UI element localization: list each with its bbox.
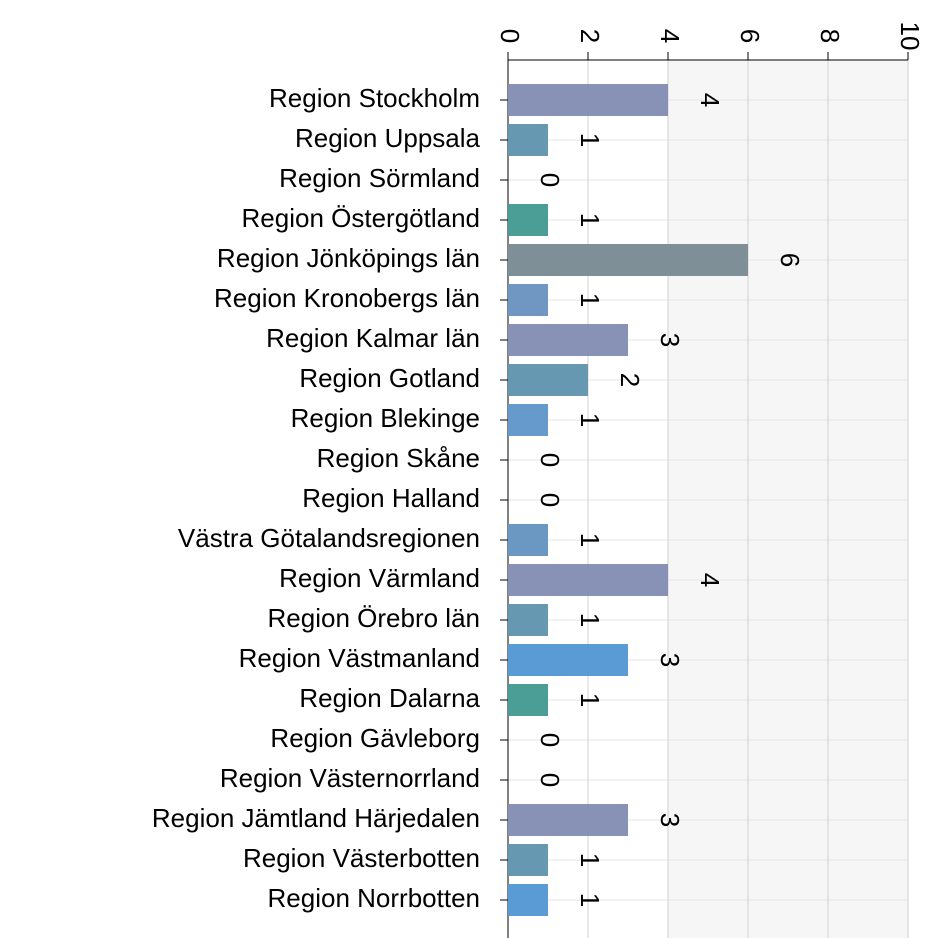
value-label: 1 (575, 693, 605, 707)
value-label: 3 (655, 813, 685, 827)
value-label: 0 (535, 453, 565, 467)
bar (508, 284, 548, 316)
y-tick-label: Region Östergötland (242, 203, 480, 233)
bar (508, 804, 628, 836)
y-tick-label: Region Västerbotten (243, 843, 480, 873)
x-tick-label: 0 (495, 29, 525, 43)
value-label: 1 (575, 133, 605, 147)
x-tick-label: 8 (815, 29, 845, 43)
y-tick-label: Region Stockholm (269, 83, 480, 113)
y-tick-label: Region Gävleborg (270, 723, 480, 753)
bar (508, 204, 548, 236)
value-label: 2 (615, 373, 645, 387)
value-label: 6 (775, 253, 805, 267)
y-tick-label: Region Jämtland Härjedalen (152, 803, 480, 833)
bar (508, 604, 548, 636)
y-tick-label: Region Västmanland (239, 643, 480, 673)
value-label: 0 (535, 733, 565, 747)
bar (508, 364, 588, 396)
y-tick-label: Region Dalarna (299, 683, 480, 713)
value-label: 0 (535, 773, 565, 787)
y-tick-label: Västra Götalandsregionen (178, 523, 480, 553)
value-label: 1 (575, 533, 605, 547)
y-tick-label: Region Kalmar län (266, 323, 480, 353)
y-tick-label: Region Skåne (317, 443, 480, 473)
y-tick-label: Region Blekinge (291, 403, 480, 433)
y-tick-label: Region Värmland (279, 563, 480, 593)
y-tick-label: Region Kronobergs län (214, 283, 480, 313)
value-label: 1 (575, 413, 605, 427)
value-label: 1 (575, 893, 605, 907)
bar (508, 124, 548, 156)
value-label: 1 (575, 853, 605, 867)
y-tick-label: Region Halland (302, 483, 480, 513)
value-label: 4 (695, 573, 725, 587)
bar (508, 324, 628, 356)
x-tick-label: 2 (575, 29, 605, 43)
bar (508, 524, 548, 556)
bar (508, 644, 628, 676)
value-label: 3 (655, 653, 685, 667)
value-label: 1 (575, 213, 605, 227)
y-tick-label: Region Västernorrland (220, 763, 480, 793)
y-tick-label: Region Örebro län (268, 603, 480, 633)
bar (508, 404, 548, 436)
value-label: 1 (575, 613, 605, 627)
bar (508, 884, 548, 916)
value-label: 0 (535, 173, 565, 187)
y-tick-label: Region Jönköpings län (217, 243, 480, 273)
value-label: 1 (575, 293, 605, 307)
value-label: 3 (655, 333, 685, 347)
y-tick-label: Region Sörmland (279, 163, 480, 193)
bar (508, 564, 668, 596)
plot-shade (668, 60, 908, 938)
y-tick-label: Region Gotland (299, 363, 480, 393)
y-tick-label: Region Uppsala (295, 123, 481, 153)
x-tick-label: 10 (895, 22, 925, 51)
bar (508, 684, 548, 716)
bar (508, 84, 668, 116)
bar (508, 844, 548, 876)
value-label: 4 (695, 93, 725, 107)
value-label: 0 (535, 493, 565, 507)
bar (508, 244, 748, 276)
x-tick-label: 6 (735, 29, 765, 43)
y-tick-label: Region Norrbotten (268, 883, 480, 913)
x-tick-label: 4 (655, 29, 685, 43)
